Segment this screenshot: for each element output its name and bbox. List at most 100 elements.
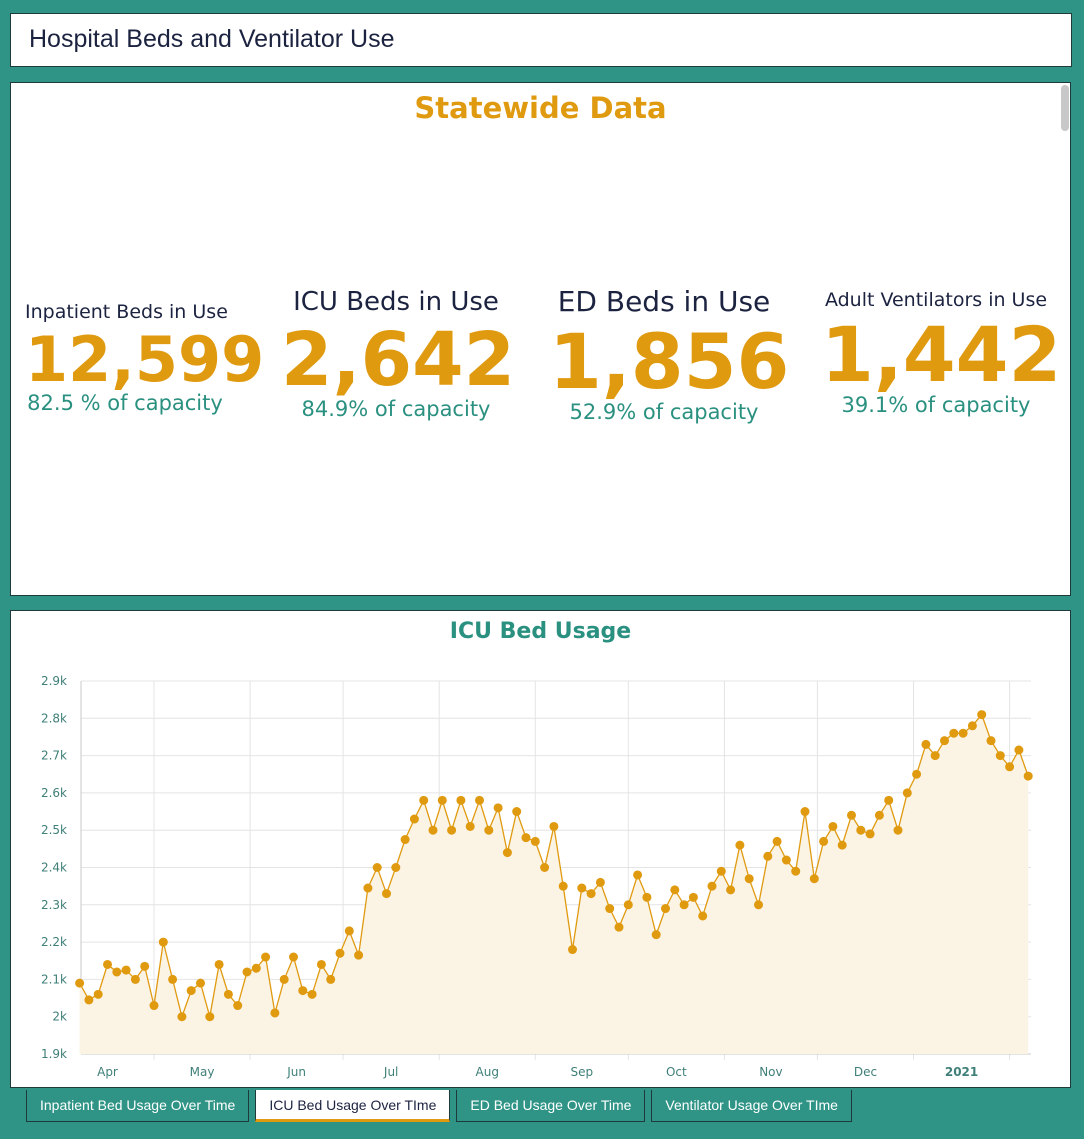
tab-icu-bed-usage[interactable]: ICU Bed Usage Over TIme	[255, 1090, 451, 1122]
tab-ventilator-usage[interactable]: Ventilator Usage Over TIme	[651, 1090, 852, 1122]
data-point	[512, 807, 522, 817]
data-point	[447, 825, 457, 835]
data-point	[140, 961, 150, 971]
data-point	[372, 863, 382, 872]
x-tick-label: Oct	[666, 1065, 687, 1079]
data-point	[428, 825, 438, 835]
data-point	[781, 855, 791, 865]
data-point	[214, 959, 224, 969]
data-point	[335, 948, 345, 958]
data-point	[800, 807, 810, 817]
data-point	[242, 967, 252, 977]
data-point	[949, 728, 959, 738]
x-tick-label: May	[190, 1065, 215, 1079]
app-header: Hospital Beds and Ventilator Use	[10, 13, 1072, 67]
data-point	[344, 926, 354, 936]
data-point	[75, 978, 85, 988]
data-point	[121, 965, 131, 975]
data-point	[465, 821, 475, 831]
data-point	[316, 959, 326, 969]
data-point	[874, 810, 884, 820]
kpi-value: 1,856	[549, 317, 790, 406]
data-point	[475, 795, 484, 805]
data-point	[865, 829, 875, 839]
kpi-label: Adult Ventilators in Use	[824, 289, 1048, 311]
data-point	[205, 1012, 215, 1022]
data-point	[837, 840, 847, 850]
data-point	[754, 900, 763, 910]
kpi-label: ICU Beds in Use	[293, 287, 499, 317]
data-point	[558, 881, 568, 891]
data-point	[279, 974, 289, 984]
x-tick-label: Dec	[854, 1065, 877, 1079]
data-point	[633, 870, 643, 880]
kpi-ventilators: Adult Ventilators in Use 1,442 39.1% of …	[821, 289, 1062, 417]
data-point	[586, 889, 596, 899]
y-tick-label: 2.2k	[41, 935, 67, 949]
data-point	[158, 937, 168, 947]
x-tick-label: Jul	[383, 1065, 398, 1079]
data-point	[1023, 771, 1033, 781]
kpi-value: 2,642	[281, 317, 516, 403]
x-tick-label: Aug	[476, 1065, 499, 1079]
x-tick-label: Apr	[97, 1065, 118, 1079]
kpi-capacity: 84.9% of capacity	[301, 397, 491, 421]
data-point	[549, 821, 559, 831]
y-tick-label: 2.3k	[41, 898, 67, 912]
kpi-value: 12,599	[25, 323, 265, 396]
data-point	[791, 866, 801, 876]
data-point	[772, 836, 782, 846]
tab-bar: Inpatient Bed Usage Over Time ICU Bed Us…	[26, 1090, 852, 1122]
data-point	[1005, 762, 1015, 772]
kpi-capacity: 52.9% of capacity	[569, 400, 759, 424]
data-point	[530, 836, 540, 846]
data-point	[642, 892, 652, 902]
tab-inpatient-bed-usage[interactable]: Inpatient Bed Usage Over Time	[26, 1090, 250, 1122]
data-point	[456, 795, 466, 805]
data-point	[391, 863, 401, 872]
statewide-summary-panel: Statewide Data Inpatient Beds in Use 12,…	[10, 82, 1071, 596]
data-point	[661, 904, 670, 914]
data-point	[270, 1008, 280, 1018]
data-point	[623, 900, 633, 910]
data-point	[595, 877, 605, 887]
data-point	[251, 963, 261, 973]
data-point	[103, 959, 112, 969]
scrollbar[interactable]	[1061, 85, 1069, 131]
data-point	[419, 795, 429, 805]
data-point	[493, 803, 503, 813]
data-point	[177, 1012, 187, 1022]
chart-title: ICU Bed Usage	[449, 619, 632, 644]
data-point	[382, 889, 391, 899]
app-title: Hospital Beds and Ventilator Use	[29, 25, 395, 53]
data-point	[651, 930, 661, 940]
data-point	[186, 986, 196, 996]
data-point	[84, 995, 94, 1005]
data-point	[233, 1001, 243, 1011]
data-point	[912, 769, 922, 779]
data-point	[577, 883, 587, 893]
kpi-label: Inpatient Beds in Use	[25, 301, 228, 323]
data-point	[921, 739, 931, 749]
data-point	[196, 978, 205, 988]
data-point	[400, 835, 410, 845]
data-point	[847, 810, 856, 820]
data-point	[856, 825, 866, 835]
data-point	[893, 825, 903, 835]
y-tick-label: 2.8k	[41, 711, 67, 725]
data-point	[149, 1001, 159, 1011]
data-point	[289, 952, 298, 962]
data-point	[326, 974, 336, 984]
data-point	[688, 892, 698, 902]
data-point	[716, 866, 726, 876]
data-point	[707, 881, 717, 891]
kpi-ed: ED Beds in Use 1,856 52.9% of capacity	[549, 285, 790, 424]
tab-ed-bed-usage[interactable]: ED Bed Usage Over Time	[456, 1090, 646, 1122]
data-point	[884, 795, 894, 805]
icu-bed-usage-chart: 1.9k 2k 2.1k 2.2k 2.3k 2.4k 2.5k 2.6k 2.7k 2.8k 2.…	[41, 674, 1033, 1079]
kpi-value: 1,442	[821, 310, 1062, 399]
data-point	[130, 974, 140, 984]
data-point	[940, 736, 949, 746]
y-tick-label: 2.6k	[41, 786, 67, 800]
data-point	[995, 751, 1005, 761]
